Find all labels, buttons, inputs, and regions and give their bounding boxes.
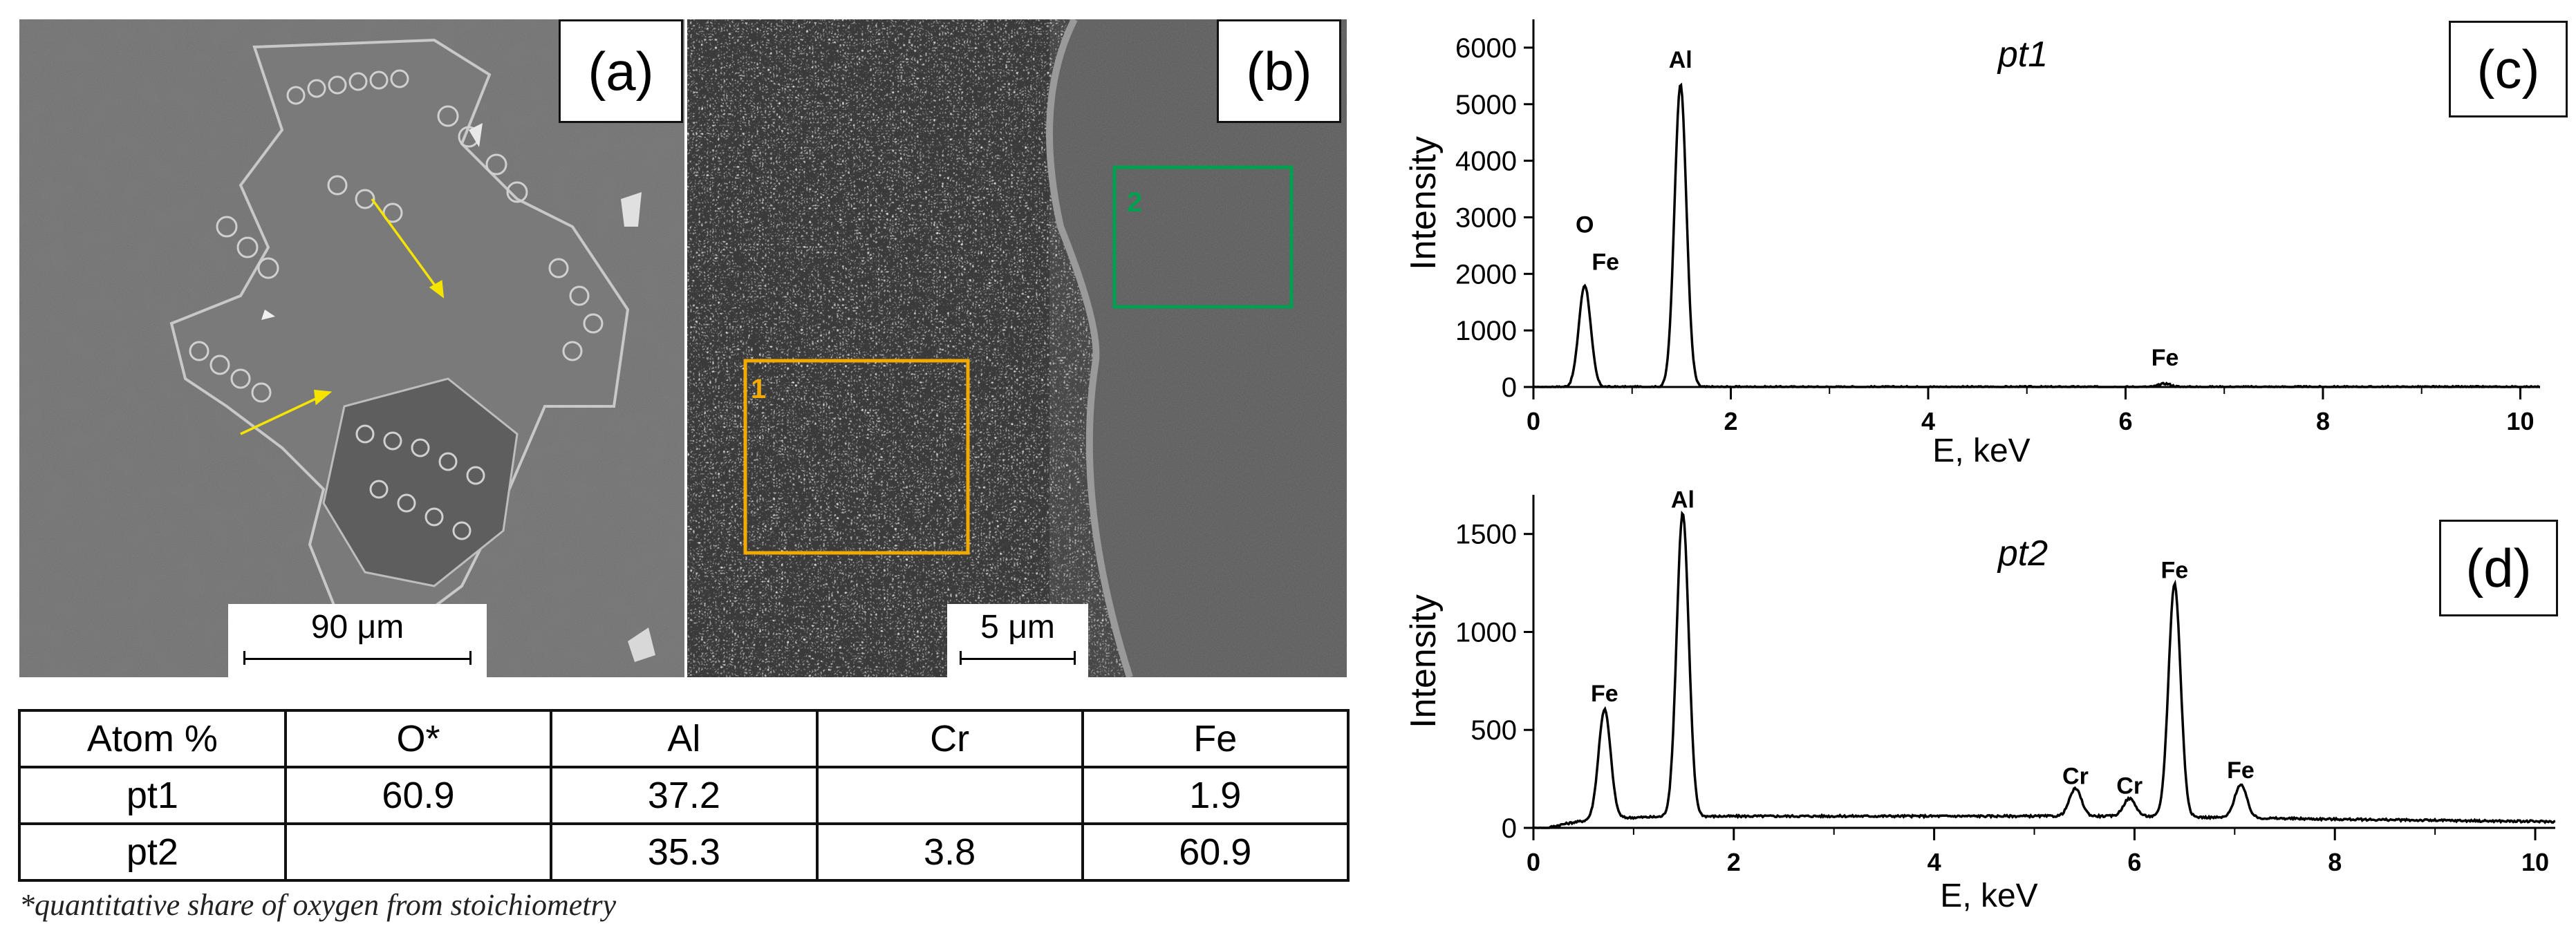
table-header-cell: Cr — [815, 709, 1084, 768]
y-axis-label: Intensity — [1403, 594, 1444, 728]
x-tick-label: 0 — [1527, 848, 1540, 876]
table-header-cell: Fe — [1081, 709, 1350, 768]
peak-label: O — [1576, 212, 1594, 238]
y-tick-label: 2000 — [1455, 259, 1517, 290]
eds-spectrum-c: 0 2 4 6 8 10 0 1000 2000 3000 4000 5000 6000 E, keV In… — [1403, 19, 2540, 469]
x-tick-label: 4 — [1928, 848, 1941, 876]
y-tick-label: 0 — [1502, 372, 1517, 403]
sem-image-b: 1 2 (b) 5 μm — [687, 19, 1347, 677]
panel-label-a: (a) — [559, 19, 683, 123]
x-tick-label: 8 — [2328, 848, 2342, 876]
scale-bar-b-text: 5 μm — [980, 609, 1055, 645]
x-axis-label: E, keV — [1932, 433, 2030, 469]
y-tick-label: 500 — [1471, 715, 1517, 746]
spectrum-title: pt2 — [1997, 533, 2048, 574]
table-cell: 37.2 — [550, 766, 819, 825]
x-tick-label: 6 — [2118, 407, 2132, 435]
grain-circles — [189, 69, 604, 540]
spectrum-title: pt1 — [1997, 35, 2048, 75]
x-axis-label: E, keV — [1940, 878, 2037, 914]
eds-spectrum-d: 0 2 4 6 8 10 0 500 1000 1500 E, keV Intensity pt2 Fe A… — [1403, 487, 2556, 914]
region-2-label: 2 — [1127, 187, 1142, 218]
table-header-cell: Atom % — [18, 709, 287, 768]
region-1-box — [743, 359, 970, 555]
y-axis-label: Intensity — [1403, 136, 1444, 270]
y-tick-label: 6000 — [1455, 33, 1517, 64]
x-tick-label: 6 — [2127, 848, 2141, 876]
table-cell: pt2 — [18, 822, 287, 882]
table-header-row: Atom % O* Al Cr Fe — [18, 709, 1350, 768]
spectrum-line — [1533, 510, 2556, 829]
panel-label-b: (b) — [1217, 19, 1341, 123]
peak-label: Cr — [2062, 763, 2089, 789]
y-tick-label: 5000 — [1455, 90, 1517, 120]
table-cell: 60.9 — [1081, 822, 1350, 882]
scale-bar-b: 5 μm — [947, 604, 1088, 677]
peak-label: Fe — [2227, 757, 2255, 784]
region-1-label: 1 — [751, 374, 766, 404]
peak-label: Al — [1671, 487, 1695, 513]
table-cell: pt1 — [18, 766, 287, 825]
y-tick-label: 1500 — [1455, 520, 1517, 550]
peak-label: Al — [1669, 47, 1692, 73]
x-tick-label: 10 — [2506, 407, 2534, 435]
panel-label-c: (c) — [2449, 21, 2568, 117]
sem-texture-a — [19, 19, 684, 677]
x-tick-label: 8 — [2316, 407, 2330, 435]
x-tick-label: 4 — [1921, 407, 1935, 435]
y-tick-label: 4000 — [1455, 147, 1517, 177]
x-tick-label: 0 — [1527, 407, 1540, 435]
x-tick-label: 10 — [2521, 848, 2549, 876]
table-cell: 35.3 — [550, 822, 819, 882]
table-footnote: *quantitative share of oxygen from stoic… — [19, 888, 617, 922]
peak-label: Fe — [1591, 681, 1618, 707]
scale-bar-a-text: 90 μm — [310, 609, 404, 645]
y-tick-label: 1000 — [1455, 617, 1517, 648]
yellow-arrows — [240, 198, 445, 435]
composition-table: Atom % O* Al Cr Fe pt1 60.9 37.2 1.9 pt2… — [18, 709, 1350, 882]
y-tick-label: 0 — [1502, 813, 1517, 844]
table-cell: 60.9 — [283, 766, 553, 825]
spectrum-line — [1533, 82, 2540, 389]
peak-label: Cr — [2116, 773, 2143, 799]
table-header-cell: O* — [283, 709, 553, 768]
y-tick-label: 3000 — [1455, 202, 1517, 233]
table-cell: 1.9 — [1081, 766, 1350, 825]
table-header-cell: Al — [550, 709, 819, 768]
peak-label: Fe — [2161, 558, 2189, 584]
scale-bar-a: 90 μm — [228, 604, 487, 677]
sem-image-a: (a) 90 μm — [19, 19, 684, 677]
region-2-box — [1112, 165, 1294, 309]
table-row: pt1 60.9 37.2 1.9 — [18, 766, 1350, 825]
x-tick-label: 2 — [1724, 407, 1737, 435]
x-tick-label: 2 — [1727, 848, 1741, 876]
table-cell — [815, 766, 1084, 825]
panel-label-d: (d) — [2439, 520, 2558, 616]
y-tick-label: 1000 — [1455, 316, 1517, 346]
peak-label: Fe — [1592, 249, 1619, 276]
table-cell: 3.8 — [815, 822, 1084, 882]
sem-texture-b: 1 2 — [687, 19, 1347, 677]
table-row: pt2 35.3 3.8 60.9 — [18, 822, 1350, 882]
peak-label: Fe — [2152, 345, 2179, 371]
table-cell — [283, 822, 553, 882]
